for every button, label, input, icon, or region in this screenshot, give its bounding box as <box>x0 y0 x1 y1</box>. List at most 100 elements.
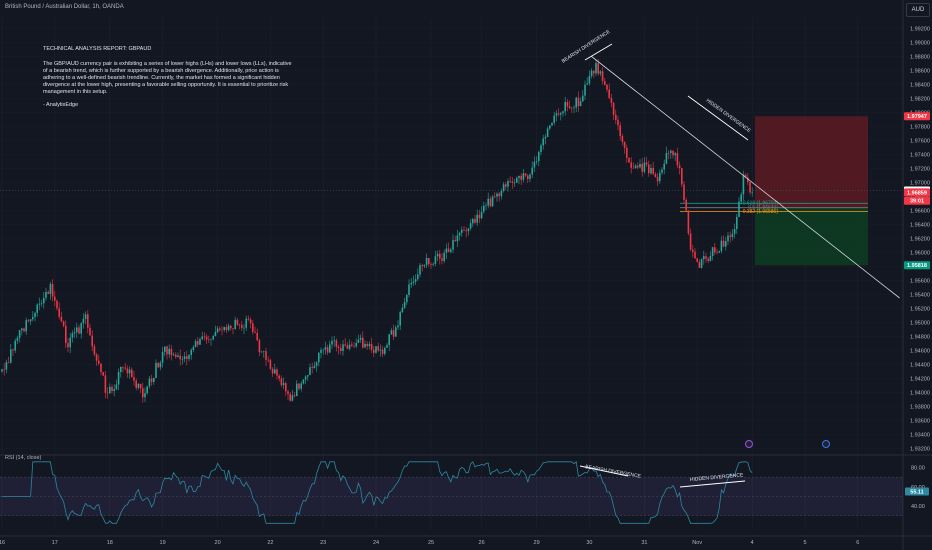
candle-body <box>511 181 514 183</box>
candle-body <box>553 115 555 123</box>
candle-body <box>610 97 613 103</box>
candle-body <box>509 180 511 182</box>
candle-body <box>155 362 157 378</box>
take-profit-zone <box>755 207 868 266</box>
price-tick-label: 1.96600 <box>910 209 930 215</box>
candle-body <box>597 63 599 74</box>
candle-body <box>49 283 52 294</box>
price-badge <box>904 261 930 270</box>
candle-body <box>489 198 492 207</box>
candle-body <box>373 349 375 353</box>
rsi-value-text: 55.11 <box>910 489 923 495</box>
candle-body <box>289 394 291 401</box>
candle-body <box>274 369 276 374</box>
candle-body <box>729 235 731 237</box>
candle-body <box>648 164 650 174</box>
candle-body <box>498 193 500 197</box>
candle-body <box>698 261 701 268</box>
price-tick-label: 1.97800 <box>910 125 930 131</box>
candle-body <box>247 318 250 320</box>
candle-body <box>507 180 509 187</box>
rsi-tick-label: 40.00 <box>911 504 925 510</box>
price-tick-label: 1.94800 <box>910 335 930 341</box>
candle-body <box>705 256 707 259</box>
bearish-trendline[interactable] <box>591 56 900 299</box>
candle-body <box>700 259 703 268</box>
candle-body <box>225 327 228 330</box>
candle-body <box>414 279 417 282</box>
candle-body <box>379 349 382 351</box>
candle-body <box>474 219 476 223</box>
candle-body <box>381 349 384 354</box>
candle-body <box>219 328 221 330</box>
bearish-divergence-rsi-line <box>579 465 629 477</box>
candle-body <box>579 101 582 107</box>
candle-body <box>148 378 151 387</box>
candle-body <box>454 240 456 242</box>
candle-body <box>659 172 661 182</box>
price-tick-label: 1.93600 <box>910 419 930 425</box>
economic-event-icon <box>745 440 753 448</box>
candle-body <box>67 343 69 348</box>
date-tick-label: 23 <box>320 540 326 546</box>
time-axis[interactable]: 16 17 18 19 20 22 23 24 25 26 29 30 31 Nov 4 5 6 <box>0 540 859 546</box>
candle-body <box>109 386 111 394</box>
price-tick-label: 1.96000 <box>910 251 930 257</box>
candle-body <box>463 229 465 231</box>
rsi-label[interactable]: RSI (14, close) <box>5 455 42 461</box>
candle-body <box>722 240 725 247</box>
candle-body <box>337 346 340 349</box>
candle-body <box>80 323 82 334</box>
candle-body <box>89 327 91 336</box>
candle-body <box>203 336 206 338</box>
candle-body <box>377 346 379 351</box>
candle-body <box>307 375 309 377</box>
candle-body <box>124 367 126 369</box>
candle-body <box>159 362 162 368</box>
candle-body <box>128 369 131 374</box>
candle-body <box>166 346 168 355</box>
candle-body <box>366 343 368 347</box>
candle-body <box>265 351 267 360</box>
report-signature: - AnalytixEdge <box>43 102 79 108</box>
candle-body <box>249 319 252 324</box>
candle-body <box>432 263 434 265</box>
candle-body <box>113 389 115 392</box>
candle-body <box>634 165 637 169</box>
candle-body <box>76 327 78 333</box>
symbol-header[interactable]: British Pound / Australian Dollar, 1h, O… <box>5 4 124 10</box>
candle-body <box>410 282 412 285</box>
candle-body <box>399 312 401 326</box>
candle-body <box>161 351 164 363</box>
price-tick-label: 1.98400 <box>910 83 930 89</box>
candle-body <box>153 377 155 382</box>
event-markers[interactable] <box>745 440 830 448</box>
candle-body <box>331 341 333 345</box>
candle-body <box>84 314 87 319</box>
candle-body <box>395 327 397 337</box>
candle-body <box>164 346 166 352</box>
candle-body <box>430 264 432 265</box>
candle-body <box>58 308 60 317</box>
price-badge-text: 1.97947 <box>907 114 927 120</box>
hidden-divergence-price-line <box>687 95 749 141</box>
candle-body <box>40 303 43 304</box>
rsi-value-badge <box>905 487 929 496</box>
candle-body <box>91 335 93 347</box>
candle-body <box>494 196 496 198</box>
candle-body <box>357 339 360 343</box>
candle-body <box>667 152 670 154</box>
candle-body <box>71 333 74 338</box>
candle-body <box>10 349 12 363</box>
candle-body <box>450 249 452 252</box>
currency-button[interactable]: AUD <box>906 3 930 17</box>
candle-body <box>104 375 107 393</box>
candle-body <box>56 300 58 309</box>
candle-body <box>496 193 498 197</box>
candle-body <box>73 332 76 334</box>
economic-event-icon <box>822 440 830 448</box>
price-tick-label: 1.97600 <box>910 139 930 145</box>
candle-body <box>452 240 454 250</box>
candle-body <box>645 162 648 165</box>
